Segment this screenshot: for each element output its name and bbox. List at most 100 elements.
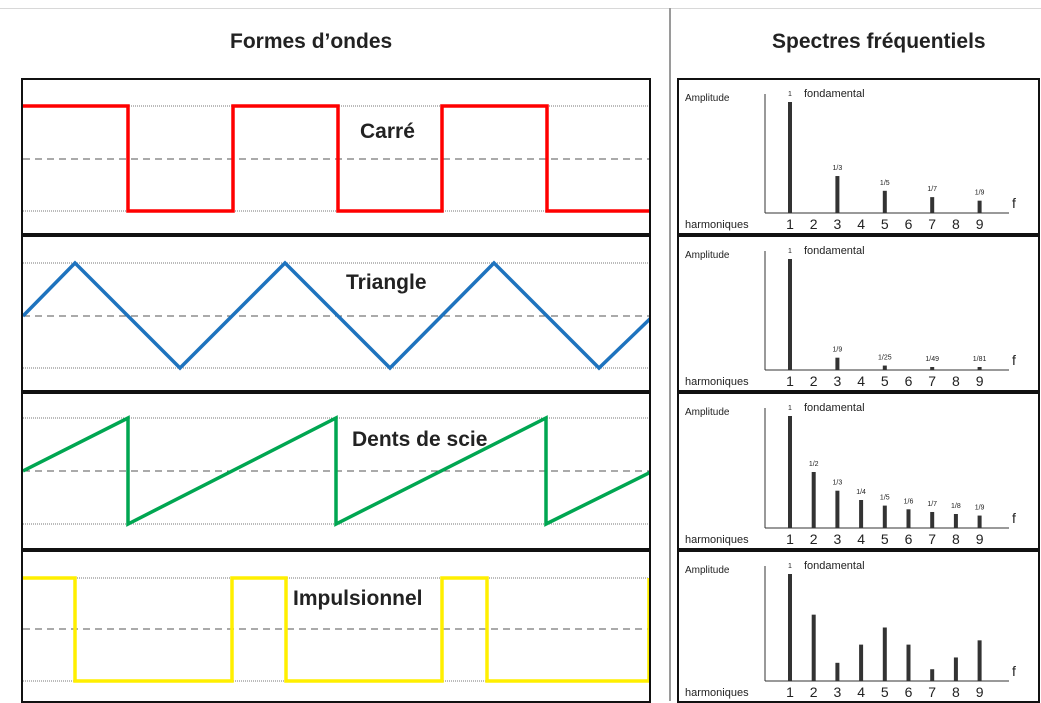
harmonic-number: 5 [881, 216, 889, 232]
harmonic-number: 7 [928, 216, 936, 232]
spectrum-panel-sawtooth: Amplitude f fondamental harmoniques 1 1 1/2 2 1/… [677, 392, 1040, 550]
harmonic-value-label: 1/49 [925, 356, 939, 363]
harmonic-bar [859, 644, 864, 681]
harmonic-value-label: 1/3 [833, 165, 843, 172]
harmonic-value-label: 1 [788, 91, 792, 98]
harmonic-value-label: 1/25 [878, 355, 892, 362]
harmonic-number: 4 [857, 373, 865, 389]
harmonic-number: 5 [881, 531, 889, 547]
harmonic-number: 4 [857, 531, 865, 547]
harmonics-label: harmoniques [685, 219, 749, 231]
triangle-wave-plot: Triangle [23, 260, 649, 371]
harmonic-bar [835, 176, 840, 213]
spectrum-panel-triangle: Amplitude f fondamental harmoniques 1 1 2 1/9 3 4… [677, 235, 1040, 392]
harmonic-number: 1 [786, 373, 794, 389]
harmonic-number: 3 [834, 373, 842, 389]
harmonic-bar [882, 505, 887, 528]
harmonic-bar [977, 367, 982, 370]
harmonic-value-label: 1 [788, 405, 792, 412]
harmonic-number: 8 [952, 684, 960, 700]
harmonic-bar [977, 200, 982, 213]
harmonic-number: 9 [976, 531, 984, 547]
harmonic-bar [953, 657, 958, 681]
harmonic-value-label: 1/9 [833, 347, 843, 354]
harmonics-label: harmoniques [685, 534, 749, 546]
harmonic-value-label: 1 [788, 248, 792, 255]
frequency-label: f [1012, 510, 1016, 526]
harmonic-bar [977, 515, 982, 528]
harmonic-bar [882, 190, 887, 213]
wave-label-triangle: Triangle [346, 271, 427, 294]
pulse-wave-plot: Impulsionnel [23, 576, 649, 683]
sawtooth-spectrum-chart: Amplitude f fondamental harmoniques 1 1 1/2 2 1/… [685, 402, 1016, 547]
wave-label-square: Carré [360, 120, 415, 143]
amplitude-label: Amplitude [685, 407, 730, 418]
harmonic-bar [788, 574, 792, 681]
harmonic-bar [977, 640, 982, 681]
wave-panel-square: Carré [21, 78, 651, 235]
harmonics-label: harmoniques [685, 687, 749, 699]
waveform-line [23, 104, 649, 213]
wave-panel-triangle: Triangle [21, 235, 651, 392]
waveform-line [23, 576, 649, 683]
harmonic-bar [953, 514, 958, 528]
amplitude-label: Amplitude [685, 93, 730, 104]
harmonic-number: 1 [786, 216, 794, 232]
top-rule [0, 8, 1041, 9]
harmonic-number: 2 [810, 531, 818, 547]
harmonic-number: 2 [810, 216, 818, 232]
fundamental-label: fondamental [804, 245, 865, 257]
harmonic-value-label: 1/8 [951, 503, 961, 510]
harmonic-value-label: 1/9 [975, 190, 985, 197]
harmonic-value-label: 1/9 [975, 505, 985, 512]
frequency-label: f [1012, 663, 1016, 679]
harmonic-bar [859, 500, 864, 528]
square-wave-plot: Carré [23, 104, 649, 213]
harmonic-bar [811, 472, 816, 528]
waveforms-heading: Formes d’ondes [230, 30, 393, 53]
harmonic-number: 2 [810, 684, 818, 700]
harmonic-bar [788, 102, 792, 213]
fundamental-label: fondamental [804, 560, 865, 572]
harmonic-number: 3 [834, 216, 842, 232]
sawtooth-wave-plot: Dents de scie [23, 415, 649, 527]
harmonic-number: 9 [976, 216, 984, 232]
fundamental-label: fondamental [804, 402, 865, 414]
harmonic-number: 7 [928, 531, 936, 547]
harmonic-number: 9 [976, 684, 984, 700]
harmonic-bar [930, 669, 935, 681]
column-divider [669, 8, 671, 701]
harmonic-bar [930, 511, 935, 528]
fundamental-label: fondamental [804, 88, 865, 100]
harmonic-number: 1 [786, 684, 794, 700]
harmonic-number: 8 [952, 531, 960, 547]
harmonic-number: 8 [952, 216, 960, 232]
harmonic-number: 5 [881, 684, 889, 700]
harmonic-number: 7 [928, 373, 936, 389]
harmonic-value-label: 1/4 [856, 489, 866, 496]
harmonic-number: 8 [952, 373, 960, 389]
harmonic-number: 2 [810, 373, 818, 389]
harmonic-bar [930, 197, 935, 213]
spectra-heading: Spectres fréquentiels [772, 30, 986, 53]
harmonic-number: 6 [905, 531, 913, 547]
frequency-label: f [1012, 352, 1016, 368]
wave-label-sawtooth: Dents de scie [352, 428, 487, 451]
harmonic-bar [906, 644, 911, 681]
harmonic-bar [788, 259, 792, 370]
harmonics-label: harmoniques [685, 376, 749, 388]
wave-label-pulse: Impulsionnel [293, 587, 423, 610]
harmonic-bar [835, 662, 840, 681]
harmonic-bar [882, 365, 887, 370]
harmonic-bar [906, 509, 911, 528]
harmonic-number: 6 [905, 684, 913, 700]
harmonic-value-label: 1 [788, 563, 792, 570]
harmonic-number: 6 [905, 373, 913, 389]
spectrum-panel-pulse: Amplitude f fondamental harmoniques 1 1 2 3 4 5 6 7… [677, 550, 1040, 703]
harmonic-bar [811, 614, 816, 681]
harmonic-value-label: 1/81 [973, 356, 987, 363]
harmonic-number: 6 [905, 216, 913, 232]
